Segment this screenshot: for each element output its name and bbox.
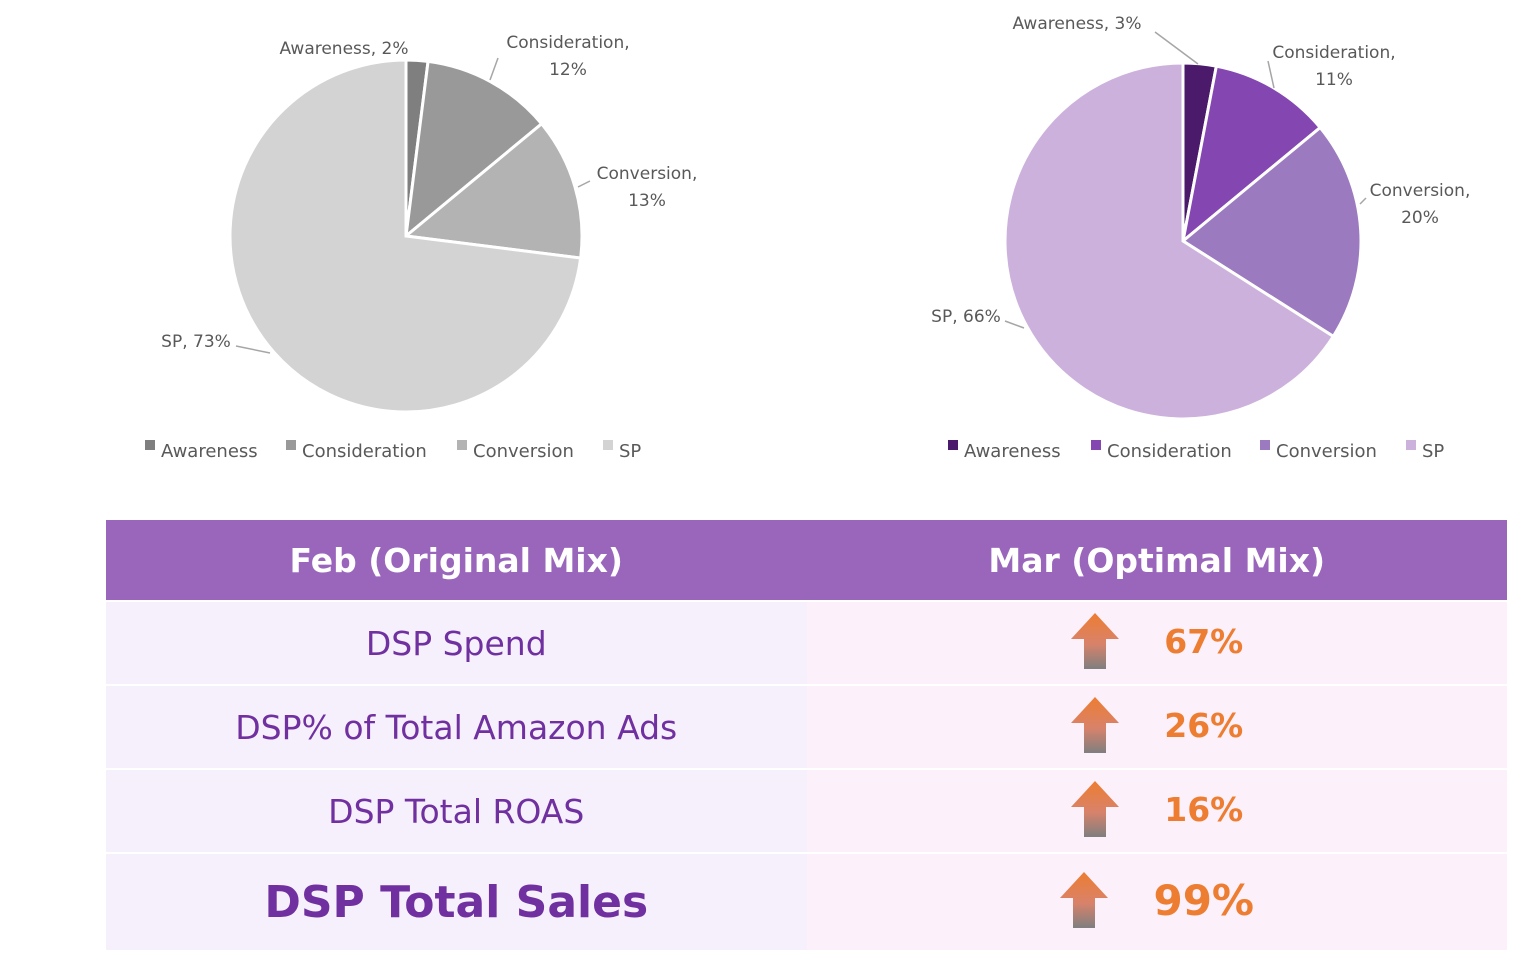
- legend-swatch-sp: [603, 440, 613, 450]
- value-cell: 99%: [806, 852, 1507, 950]
- legend-label-conversion: Conversion: [1276, 441, 1377, 462]
- data-label-awareness: Awareness, 2%: [279, 39, 408, 59]
- legend-label-awareness: Awareness: [964, 441, 1061, 462]
- table-row-dsp-share: DSP% of Total Amazon Ads 26%: [106, 684, 1507, 769]
- label-cell: DSP Total Sales: [106, 852, 807, 950]
- up-arrow-icon: [1059, 871, 1109, 929]
- data-label-sp: SP, 66%: [931, 307, 1001, 327]
- value-wrap: 99%: [1059, 871, 1254, 929]
- change-value: 99%: [1153, 875, 1255, 925]
- legend-swatch-conversion: [457, 440, 467, 450]
- data-label-consideration: Consideration, 11%: [1272, 43, 1395, 90]
- pie-charts-canvas: Awareness, 2% Consideration, 12% Conversion…: [145, 14, 1470, 462]
- leader-line: [1267, 60, 1275, 89]
- table-row-dsp-spend: DSP Spend 67%: [106, 600, 1507, 685]
- up-arrow-icon: [1070, 780, 1120, 838]
- up-arrow-icon: [1070, 612, 1120, 670]
- leader-line: [1359, 197, 1367, 205]
- value-cell: 67%: [806, 600, 1507, 685]
- legend-label-conversion: Conversion: [473, 441, 574, 462]
- metric-label: DSP% of Total Amazon Ads: [235, 707, 678, 747]
- data-label-sp: SP, 73%: [161, 332, 231, 352]
- legend-label-consideration: Consideration: [302, 441, 427, 462]
- pie-slice-sp: [1003, 61, 1336, 421]
- legend-label-sp: SP: [619, 441, 641, 462]
- metric-label: DSP Total Sales: [264, 876, 649, 928]
- legend-label-awareness: Awareness: [161, 441, 258, 462]
- up-arrow-icon: [1070, 696, 1120, 754]
- value-wrap: 67%: [1070, 612, 1243, 670]
- legend-label-consideration: Consideration: [1107, 441, 1232, 462]
- pie-slice-conversion: [1180, 125, 1363, 339]
- legend-swatch-sp: [1406, 440, 1416, 450]
- pie-chart-mar: Awareness, 3% Consideration, 11% Conversion…: [931, 14, 1470, 462]
- comparison-table: Feb (Original Mix) Mar (Optimal Mix) DSP…: [106, 520, 1507, 950]
- metric-label: DSP Spend: [365, 623, 547, 663]
- pie-slice-sp: [228, 58, 583, 414]
- leader-line: [489, 57, 499, 81]
- data-label-conversion: Conversion, 20%: [1370, 181, 1471, 228]
- metric-label: DSP Total ROAS: [328, 791, 585, 831]
- legend-label-sp: SP: [1422, 441, 1444, 462]
- label-cell: DSP Total ROAS: [106, 768, 807, 853]
- header-mar-optimal-mix: Mar (Optimal Mix): [806, 520, 1507, 601]
- pie-chart-feb: Awareness, 2% Consideration, 12% Conversion…: [145, 33, 697, 462]
- leader-line: [235, 345, 271, 354]
- value-cell: 16%: [806, 768, 1507, 853]
- pie-slice-conversion: [402, 121, 584, 260]
- table-header-row: Feb (Original Mix) Mar (Optimal Mix): [106, 520, 1507, 601]
- leader-line: [1004, 320, 1025, 329]
- pie-slice-consideration: [404, 59, 544, 240]
- change-value: 67%: [1164, 621, 1244, 661]
- legend-swatch-consideration: [1091, 440, 1101, 450]
- legend-swatch-consideration: [286, 440, 296, 450]
- table-row-dsp-roas: DSP Total ROAS 16%: [106, 768, 1507, 853]
- data-label-conversion: Conversion, 13%: [597, 164, 698, 211]
- label-cell: DSP Spend: [106, 600, 807, 685]
- leader-line: [577, 180, 591, 188]
- header-feb-original-mix: Feb (Original Mix): [106, 520, 807, 601]
- data-label-awareness: Awareness, 3%: [1012, 14, 1141, 34]
- legend-swatch-conversion: [1260, 440, 1270, 450]
- data-label-consideration: Consideration, 12%: [506, 33, 629, 80]
- change-value: 26%: [1164, 705, 1244, 745]
- value-wrap: 26%: [1070, 696, 1243, 754]
- leader-line: [1154, 31, 1199, 65]
- value-wrap: 16%: [1070, 780, 1243, 838]
- legend-swatch-awareness: [145, 440, 155, 450]
- table-row-dsp-total-sales: DSP Total Sales 99%: [106, 852, 1507, 950]
- change-value: 16%: [1164, 789, 1244, 829]
- legend-swatch-awareness: [948, 440, 958, 450]
- label-cell: DSP% of Total Amazon Ads: [106, 684, 807, 769]
- value-cell: 26%: [806, 684, 1507, 769]
